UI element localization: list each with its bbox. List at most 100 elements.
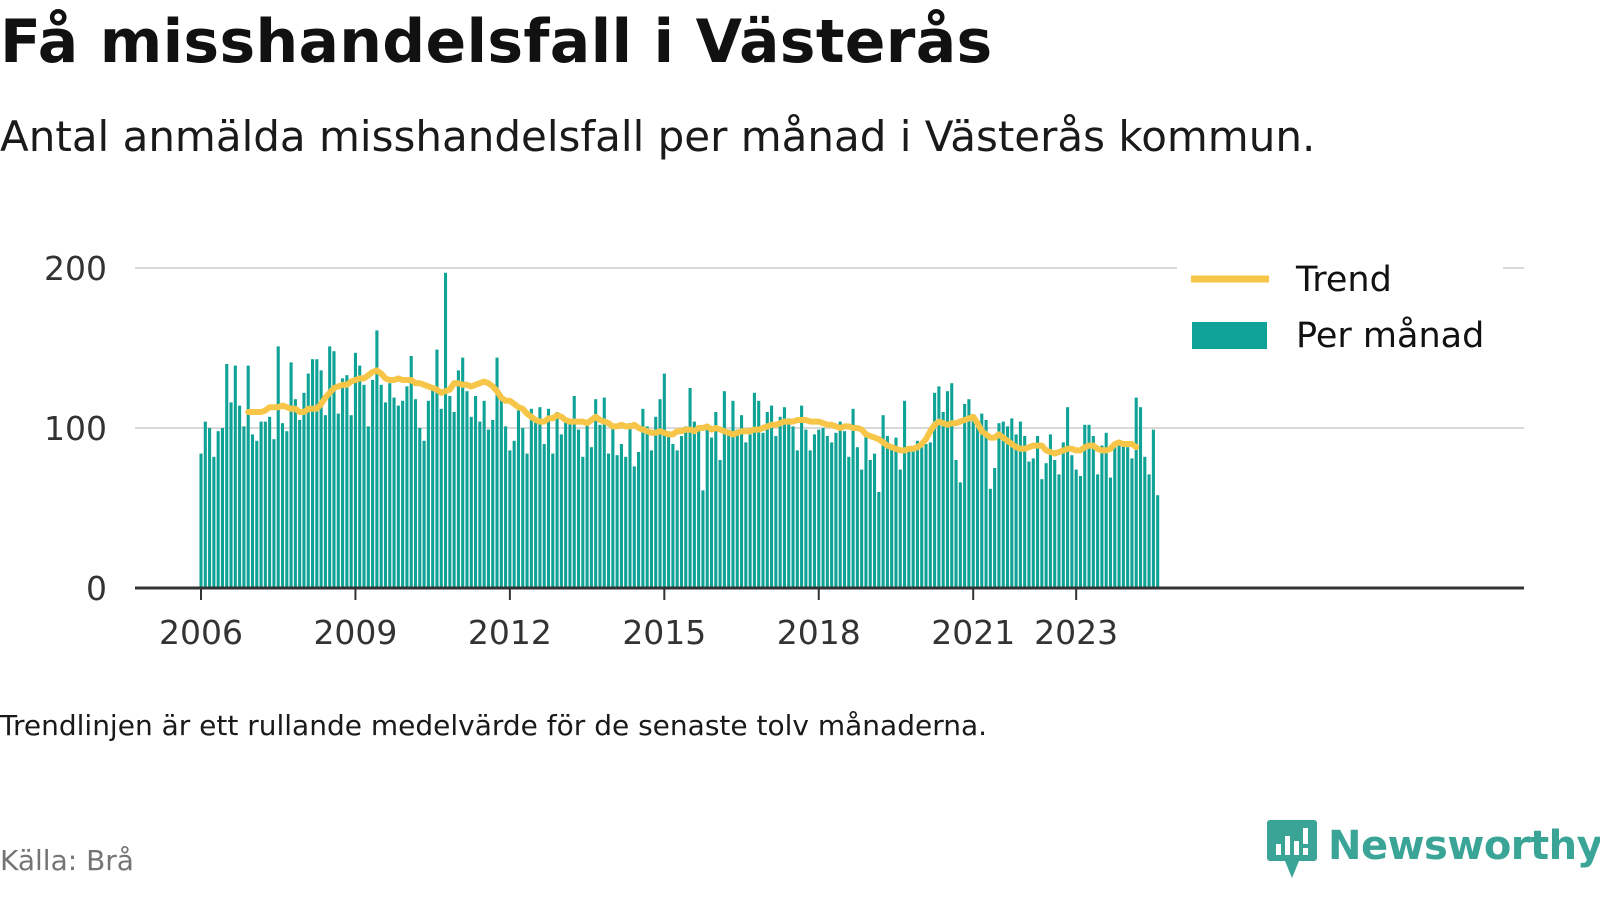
bar bbox=[499, 399, 503, 588]
bar bbox=[229, 402, 233, 588]
bar bbox=[594, 399, 598, 588]
bar bbox=[1044, 463, 1048, 588]
bar bbox=[877, 492, 881, 588]
bar bbox=[534, 421, 538, 588]
bar bbox=[709, 437, 714, 588]
bar bbox=[817, 429, 821, 588]
bar bbox=[825, 436, 829, 588]
bar bbox=[928, 442, 932, 588]
bar bbox=[289, 362, 293, 588]
bar bbox=[242, 426, 246, 588]
bar bbox=[366, 426, 370, 588]
bar bbox=[589, 447, 593, 588]
bar bbox=[1040, 479, 1044, 588]
bar bbox=[246, 365, 250, 588]
bar bbox=[872, 453, 877, 588]
bar bbox=[341, 378, 345, 588]
bar bbox=[701, 490, 705, 588]
bar bbox=[542, 444, 546, 588]
chart-footnote: Trendlinjen är ett rullande medelvärde f… bbox=[0, 709, 988, 742]
bar bbox=[448, 396, 452, 588]
bar bbox=[1048, 434, 1052, 588]
x-tick-label: 2018 bbox=[777, 613, 861, 652]
bar bbox=[238, 405, 242, 588]
bar bbox=[349, 415, 353, 588]
bar bbox=[911, 450, 915, 588]
bar bbox=[795, 450, 799, 588]
bar bbox=[413, 399, 418, 588]
bar bbox=[847, 456, 851, 588]
bar bbox=[362, 384, 366, 588]
bar bbox=[521, 428, 525, 588]
bar bbox=[1005, 426, 1010, 588]
bar bbox=[804, 429, 808, 588]
bar bbox=[920, 447, 924, 588]
bar bbox=[1091, 436, 1095, 588]
bar bbox=[263, 421, 267, 588]
chart-title: Få misshandelsfall i Västerås bbox=[0, 7, 993, 77]
bar bbox=[491, 420, 495, 588]
brand-name: Newsworthy bbox=[1328, 823, 1600, 869]
bar bbox=[808, 450, 812, 588]
bar bbox=[971, 415, 975, 588]
bar bbox=[1053, 460, 1057, 588]
bar bbox=[890, 445, 894, 588]
bar bbox=[358, 365, 362, 588]
bar bbox=[546, 408, 551, 588]
bar bbox=[1138, 407, 1143, 588]
bar bbox=[915, 440, 919, 588]
bar bbox=[752, 392, 756, 588]
bar bbox=[830, 442, 834, 588]
bar bbox=[855, 447, 859, 588]
bar bbox=[885, 436, 889, 588]
bar bbox=[898, 469, 902, 588]
bar bbox=[1061, 442, 1065, 588]
bar bbox=[456, 370, 460, 588]
bar bbox=[216, 431, 220, 588]
bar bbox=[486, 429, 490, 588]
bar bbox=[469, 416, 473, 588]
x-tick-label: 2023 bbox=[1034, 613, 1118, 652]
bar bbox=[323, 415, 327, 588]
bar bbox=[761, 432, 765, 588]
bar bbox=[225, 364, 229, 588]
bar bbox=[637, 452, 641, 588]
bar bbox=[388, 383, 392, 588]
bar bbox=[426, 400, 430, 588]
x-tick-label: 2012 bbox=[468, 613, 552, 652]
bar bbox=[692, 421, 696, 588]
bar bbox=[735, 429, 739, 588]
bar bbox=[564, 418, 568, 588]
legend-bars-label: Per månad bbox=[1296, 315, 1484, 356]
bar bbox=[654, 416, 658, 588]
chart-subtitle: Antal anmälda misshandelsfall per månad … bbox=[0, 112, 1316, 161]
bar bbox=[744, 442, 748, 588]
bar bbox=[585, 423, 589, 588]
bar bbox=[671, 444, 675, 588]
bar bbox=[688, 388, 692, 588]
bar bbox=[988, 488, 992, 588]
bar bbox=[1151, 429, 1155, 588]
bar bbox=[319, 370, 323, 588]
bar bbox=[203, 421, 207, 588]
bar bbox=[495, 357, 499, 588]
bar bbox=[315, 359, 319, 588]
bar bbox=[375, 330, 379, 588]
bar bbox=[937, 386, 941, 588]
bar bbox=[1027, 461, 1031, 588]
bar bbox=[1074, 469, 1078, 588]
bar bbox=[619, 444, 623, 588]
bar bbox=[298, 420, 302, 588]
bar bbox=[765, 412, 769, 588]
bar bbox=[276, 346, 280, 588]
bar bbox=[379, 384, 383, 588]
x-tick-label: 2006 bbox=[159, 613, 243, 652]
bar bbox=[602, 397, 606, 588]
bar bbox=[933, 392, 937, 588]
bar bbox=[1130, 458, 1134, 588]
bar bbox=[405, 386, 409, 588]
bar bbox=[306, 373, 310, 588]
bar bbox=[250, 434, 255, 588]
bar bbox=[401, 400, 405, 588]
bar bbox=[409, 356, 413, 588]
